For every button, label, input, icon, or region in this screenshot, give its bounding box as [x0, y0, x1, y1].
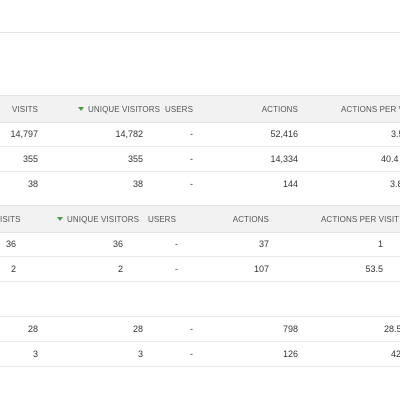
users-cell: -: [175, 239, 178, 249]
row-divider: [0, 341, 400, 342]
sort-desc-icon: [78, 107, 84, 111]
table-row[interactable]: 14,797 14,782 - 52,416 3.5: [0, 122, 400, 146]
table2-header-row: ISITS UNIQUE VISITORS USERS ACTIONS ACTI…: [0, 205, 400, 233]
row-divider: [0, 281, 400, 282]
table1-header-row: VISITS UNIQUE VISITORS USERS ACTIONS ACT…: [0, 95, 400, 123]
table2-header-users[interactable]: USERS: [147, 215, 176, 224]
table1-header-actions[interactable]: ACTIONS: [261, 105, 298, 114]
actions-cell: 52,416: [270, 129, 298, 139]
table-row[interactable]: 38 38 - 144 3.8: [0, 172, 400, 196]
table-row[interactable]: 36 36 - 37 1: [0, 232, 400, 256]
actions-cell: 37: [258, 239, 269, 249]
table2-header-unique-visitors[interactable]: UNIQUE VISITORS: [57, 215, 139, 224]
table2-header-actions-per-visit[interactable]: ACTIONS PER VISIT: [321, 215, 400, 224]
visits-cell: 36: [5, 239, 16, 249]
actions-cell: 107: [253, 264, 269, 274]
users-cell: -: [175, 264, 178, 274]
table2-header-actions[interactable]: ACTIONS: [232, 215, 269, 224]
visits-cell: 28: [27, 324, 38, 334]
actions-per-visit-cell: 1: [377, 239, 383, 249]
row-divider: [0, 316, 400, 317]
table2-header-visits[interactable]: ISITS: [0, 215, 21, 224]
row-divider: [0, 146, 400, 147]
unique-visitors-cell: 38: [132, 179, 143, 189]
unique-visitors-cell: 3: [137, 349, 143, 359]
users-cell: -: [190, 129, 193, 139]
visits-cell: 14,797: [10, 129, 38, 139]
users-cell: -: [190, 179, 193, 189]
table-row[interactable]: 2 2 - 107 53.5: [0, 257, 400, 281]
row-divider: [0, 256, 400, 257]
actions-cell: 14,334: [270, 154, 298, 164]
actions-per-visit-cell: 3.5: [391, 129, 400, 139]
users-cell: -: [190, 324, 193, 334]
table-row[interactable]: 355 355 - 14,334 40.4: [0, 147, 400, 171]
top-divider: [0, 32, 400, 33]
actions-per-visit-cell: 40.4: [381, 154, 399, 164]
users-cell: -: [190, 349, 193, 359]
row-divider: [0, 171, 400, 172]
unique-visitors-cell: 36: [112, 239, 123, 249]
actions-cell: 144: [282, 179, 298, 189]
actions-cell: 798: [282, 324, 298, 334]
visits-cell: 2: [10, 264, 16, 274]
table1-header-visits[interactable]: VISITS: [12, 105, 38, 114]
unique-visitors-cell: 355: [127, 154, 143, 164]
table1-header-users[interactable]: USERS: [164, 105, 193, 114]
table-row[interactable]: 28 28 - 798 28.5: [0, 317, 400, 341]
row-divider: [0, 366, 400, 367]
actions-per-visit-cell: 42: [391, 349, 400, 359]
actions-per-visit-cell: 53.5: [365, 264, 383, 274]
unique-visitors-cell: 28: [132, 324, 143, 334]
visits-cell: 38: [27, 179, 38, 189]
table2-header-unique-visitors-label: UNIQUE VISITORS: [67, 215, 140, 224]
actions-per-visit-cell: 28.5: [384, 324, 400, 334]
unique-visitors-cell: 14,782: [115, 129, 143, 139]
visits-cell: 3: [32, 349, 38, 359]
unique-visitors-cell: 2: [117, 264, 123, 274]
table1-header-unique-visitors-label: UNIQUE VISITORS: [88, 105, 161, 114]
table1-header-actions-per-visit[interactable]: ACTIONS PER VISI: [341, 105, 400, 114]
actions-cell: 126: [282, 349, 298, 359]
table1-header-unique-visitors[interactable]: UNIQUE VISITORS: [78, 105, 160, 114]
table-row[interactable]: 3 3 - 126 42: [0, 342, 400, 366]
users-cell: -: [190, 154, 193, 164]
sort-desc-icon: [57, 217, 63, 221]
visits-cell: 355: [22, 154, 38, 164]
actions-per-visit-cell: 3.8: [390, 179, 400, 189]
